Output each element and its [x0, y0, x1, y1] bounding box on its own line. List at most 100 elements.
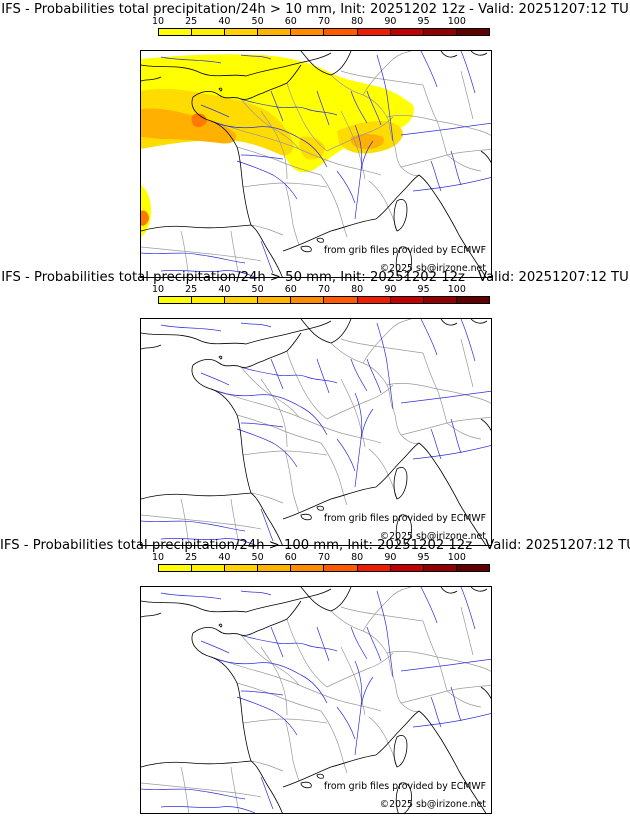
- colorbar-segment: [423, 565, 457, 571]
- precipitation-area: [191, 113, 207, 128]
- river-line: [200, 372, 230, 386]
- colorbar-tick-label: 10: [151, 284, 165, 295]
- border-line: [236, 146, 322, 176]
- colorbar-segment: [423, 29, 457, 35]
- border-line: [392, 140, 420, 176]
- border-line: [250, 224, 284, 236]
- colorbar-segment: [159, 297, 193, 303]
- border-line: [180, 498, 190, 545]
- river-line: [376, 590, 394, 678]
- colorbar-tick-label: 80: [351, 16, 364, 27]
- colorbar-tick-label: 40: [218, 16, 231, 27]
- colorbar-segment: [357, 565, 391, 571]
- river-line: [430, 428, 442, 460]
- river-line: [236, 428, 298, 468]
- coastline: [282, 174, 420, 252]
- coastline: [218, 87, 223, 92]
- river-line: [354, 124, 363, 172]
- colorbar-tick-label: 70: [317, 552, 331, 563]
- border-line: [330, 342, 394, 410]
- colorbar-segment: [357, 297, 391, 303]
- border-line: [368, 180, 398, 232]
- colorbar-segment: [258, 29, 292, 35]
- border-line: [330, 610, 394, 678]
- river-line: [400, 390, 491, 404]
- coastline: [395, 246, 412, 277]
- rivers-layer: [141, 319, 491, 545]
- panel-title: IFS - Probabilities total precipitation/…: [1, 2, 629, 17]
- river-line: [160, 806, 256, 813]
- border-line: [436, 388, 448, 424]
- colorbar-segment: [324, 297, 358, 303]
- river-line: [141, 520, 246, 532]
- border-line: [284, 450, 300, 514]
- border-line: [460, 606, 474, 656]
- border-line: [340, 646, 366, 716]
- colorbar-tick-label: 70: [317, 284, 331, 295]
- river-line: [210, 120, 328, 168]
- river-line: [430, 160, 442, 192]
- colorbar-tick-label: 60: [284, 16, 297, 27]
- colorbar: [158, 564, 490, 572]
- colorbar-segment: [192, 29, 226, 35]
- border-line: [260, 110, 288, 180]
- river-line: [366, 358, 382, 394]
- colorbar-tick-label: 25: [185, 16, 198, 27]
- colorbar-tick-label: 100: [447, 284, 466, 295]
- coastline: [141, 224, 252, 232]
- border-line: [286, 618, 328, 688]
- coastline: [480, 686, 491, 700]
- colorbar-tick-label: 100: [447, 16, 466, 27]
- map-svg: [141, 587, 491, 813]
- river-line: [412, 177, 491, 192]
- border-line: [326, 652, 394, 688]
- colorbar-segment: [192, 297, 226, 303]
- map-svg: [141, 319, 491, 545]
- colorbar-tick-label: 10: [151, 16, 165, 27]
- coastline: [282, 442, 420, 520]
- coastline: [141, 76, 162, 82]
- colorbar-segment: [390, 565, 424, 571]
- river-line: [376, 54, 394, 142]
- colorbar-segment: [225, 29, 259, 35]
- coastline: [418, 174, 487, 277]
- panel-title: IFS - Probabilities total precipitation/…: [1, 270, 629, 285]
- river-line: [160, 270, 256, 277]
- colorbar-tick-label: 95: [417, 284, 430, 295]
- rivers-layer: [141, 587, 491, 813]
- coastline: [141, 760, 252, 768]
- river-line: [336, 170, 356, 204]
- coastline: [191, 364, 252, 494]
- border-line: [362, 51, 412, 96]
- border-line: [422, 84, 438, 122]
- coastline: [470, 587, 488, 592]
- river-line: [316, 90, 330, 126]
- border-line: [362, 319, 412, 364]
- border-line: [286, 350, 328, 420]
- map-frame: from grib files provided by ECMWF ©2025 …: [140, 318, 492, 546]
- river-line: [260, 776, 274, 810]
- source-credit: from grib files provided by ECMWF: [323, 781, 486, 792]
- river-line: [316, 358, 330, 394]
- colorbar-tick-label: 80: [351, 284, 364, 295]
- river-line: [210, 388, 328, 436]
- border-line: [326, 116, 394, 152]
- river-line: [200, 104, 230, 118]
- river-line: [460, 587, 476, 630]
- border-line: [340, 606, 424, 622]
- border-line: [320, 710, 348, 774]
- river-line: [354, 392, 363, 440]
- river-line: [420, 51, 438, 88]
- river-line: [450, 150, 462, 186]
- coastline: [440, 319, 458, 326]
- coastline: [282, 710, 420, 788]
- border-line: [141, 514, 262, 530]
- colorbar-segment: [357, 29, 391, 35]
- coastline: [480, 150, 491, 164]
- border-line: [400, 148, 491, 168]
- river-line: [420, 319, 438, 356]
- border-line: [250, 760, 284, 772]
- coastline: [316, 773, 324, 779]
- river-line: [350, 626, 368, 660]
- colorbar-tick-label: 10: [151, 552, 165, 563]
